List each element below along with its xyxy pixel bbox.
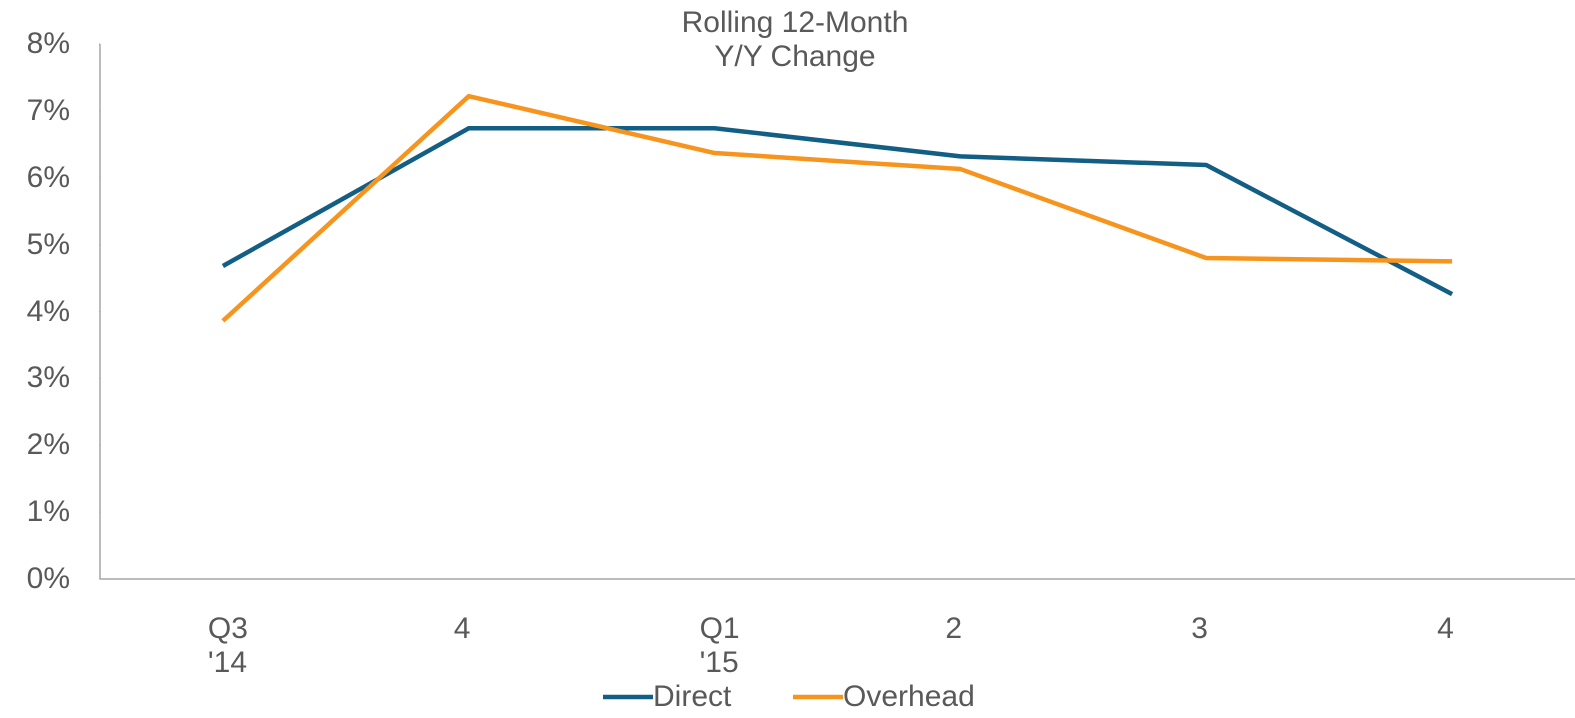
legend-label: Direct xyxy=(653,680,732,713)
legend-label: Overhead xyxy=(843,680,975,713)
x-tick-label: Q1 '15 xyxy=(699,612,740,679)
y-tick-label: 7% xyxy=(26,93,70,127)
y-tick-label: 8% xyxy=(26,27,70,60)
y-tick-label: 6% xyxy=(26,160,70,194)
y-tick-label: 5% xyxy=(26,227,70,261)
y-tick-label: 3% xyxy=(26,361,70,395)
x-tick-label: Q3 '14 xyxy=(207,612,248,679)
y-tick-label: 4% xyxy=(26,294,70,328)
chart-title: Rolling 12-Month Y/Y Change xyxy=(681,6,909,73)
x-tick-label: 4 xyxy=(1437,612,1454,645)
x-tick-label: 4 xyxy=(453,612,471,645)
y-tick-label: 0% xyxy=(26,562,70,595)
x-tick-label: 3 xyxy=(1191,612,1208,645)
y-tick-label: 1% xyxy=(26,495,70,529)
series-line xyxy=(221,126,1454,297)
x-tick-label: 2 xyxy=(945,612,963,645)
series-line xyxy=(221,93,1453,323)
y-tick-label: 2% xyxy=(26,428,70,462)
